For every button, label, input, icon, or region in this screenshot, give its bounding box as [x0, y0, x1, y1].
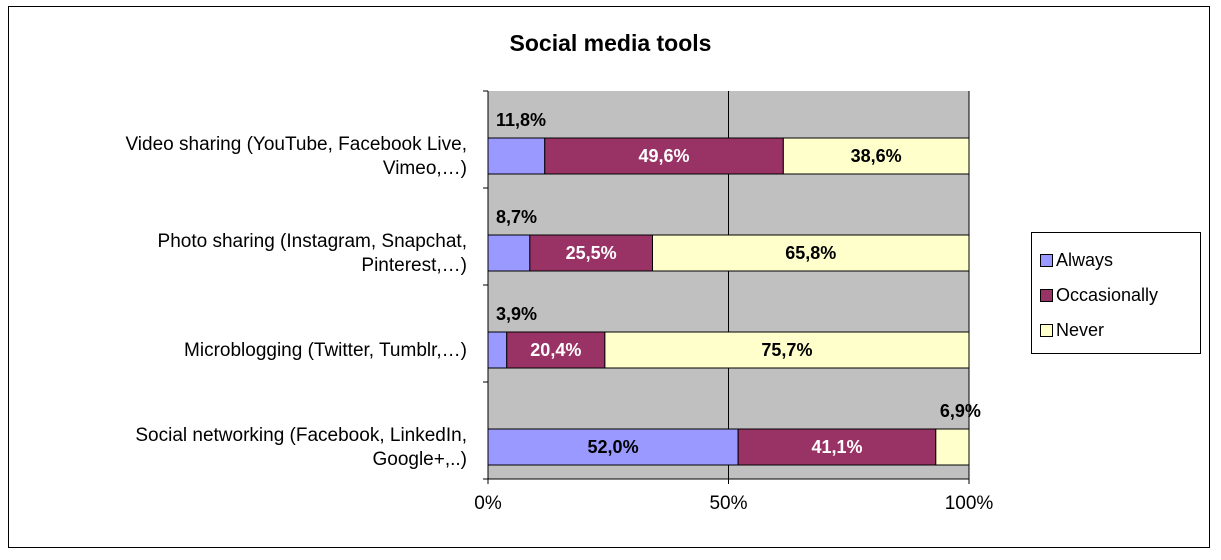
category-label: Vimeo,…): [383, 158, 467, 179]
bar-segment: [652, 234, 970, 272]
legend-item: Occasionally: [1040, 278, 1200, 313]
bar-segment: [529, 234, 654, 272]
x-tick-label: 50%: [709, 493, 747, 514]
bar-segment: [487, 137, 546, 175]
category-label: Video sharing (YouTube, Facebook Live,: [125, 134, 467, 155]
data-label: 3,9%: [496, 304, 537, 324]
data-label: 11,8%: [496, 110, 546, 130]
bar-segment: [737, 428, 937, 466]
x-tick-label: 0%: [474, 493, 502, 514]
data-label: 65,8%: [785, 243, 836, 263]
category-label: Microblogging (Twitter, Tumblr,…): [184, 340, 467, 361]
data-label: 49,6%: [639, 146, 690, 166]
legend: Always Occasionally Never: [1031, 232, 1201, 354]
bar-segment: [487, 234, 531, 272]
data-label: 52,0%: [588, 437, 639, 457]
data-label: 8,7%: [496, 207, 537, 227]
chart-title: Social media tools: [509, 30, 712, 56]
data-label: 38,6%: [851, 146, 902, 166]
bar-segment: [506, 331, 606, 369]
x-tick-label: 100%: [945, 493, 994, 514]
category-label: Photo sharing (Instagram, Snapchat,: [158, 231, 467, 252]
legend-label: Always: [1056, 250, 1114, 270]
category-label: Social networking (Facebook, LinkedIn,: [135, 425, 467, 446]
data-label: 75,7%: [761, 340, 812, 360]
data-label: 41,1%: [811, 437, 862, 457]
bar-segment: [935, 428, 970, 466]
bar-segment: [782, 137, 970, 175]
legend-item: Never: [1040, 313, 1200, 348]
data-label: 20,4%: [530, 340, 581, 360]
bar-segment: [487, 331, 508, 369]
legend-swatch: [1040, 324, 1053, 337]
legend-swatch: [1040, 254, 1053, 267]
bar-segment: [544, 137, 784, 175]
legend-label: Never: [1056, 320, 1105, 340]
category-label: Pinterest,…): [361, 255, 467, 276]
legend-label: Occasionally: [1056, 285, 1159, 305]
bar-segment: [604, 331, 970, 369]
category-label: Google+,..): [372, 449, 467, 470]
data-label: 25,5%: [566, 243, 617, 263]
data-label: 6,9%: [940, 401, 981, 421]
legend-swatch: [1040, 289, 1053, 302]
legend-item: Always: [1040, 243, 1200, 278]
